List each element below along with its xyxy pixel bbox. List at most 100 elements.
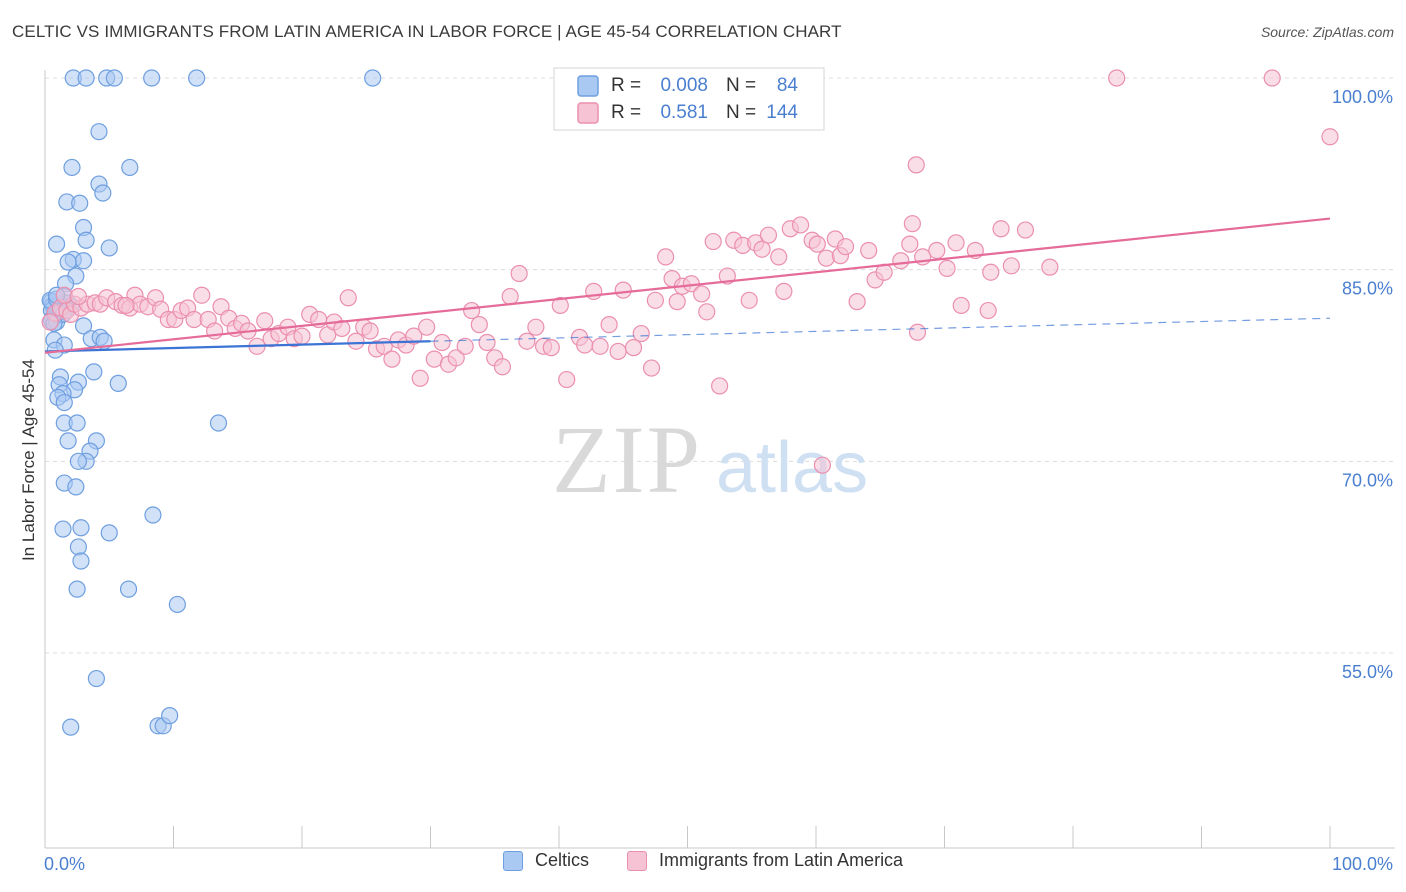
data-point-celtics (121, 158, 139, 177)
data-point-latin-america (591, 337, 609, 355)
data-point-latin-america (1321, 128, 1339, 146)
data-point-celtics (209, 414, 228, 432)
data-point-latin-america (711, 377, 729, 395)
data-point-celtics (364, 69, 382, 87)
data-point-latin-america (501, 287, 519, 306)
data-point-latin-america (693, 285, 711, 303)
data-point-latin-america (55, 286, 73, 304)
data-point-celtics (72, 552, 90, 570)
data-point-latin-america (347, 332, 365, 350)
y-tick-label: 100.0% (1332, 87, 1393, 107)
legend-frame (553, 67, 825, 131)
bottom-legend: Celtics Immigrants from Latin America (0, 850, 1406, 880)
data-point-latin-america (447, 349, 465, 367)
data-point-celtics (85, 363, 103, 381)
data-point-latin-america (848, 293, 866, 311)
data-point-latin-america (740, 291, 758, 309)
data-point-latin-america (542, 339, 560, 357)
data-point-latin-america (657, 248, 675, 266)
chart-source: Source: ZipAtlas.com (1260, 24, 1394, 40)
legend-swatch-latin-america (627, 850, 647, 871)
data-point-latin-america (704, 232, 722, 251)
data-point-celtics (100, 239, 118, 257)
data-point-latin-america (256, 312, 274, 330)
data-point-latin-america (1263, 69, 1281, 87)
legend-swatch (577, 102, 599, 124)
data-point-celtics (94, 184, 112, 202)
data-point-latin-america (1016, 221, 1035, 239)
data-point-celtics (72, 519, 90, 537)
data-point-celtics (62, 718, 80, 736)
data-point-celtics (119, 580, 138, 598)
data-point-latin-america (817, 249, 835, 267)
trend-line-celtics (44, 340, 431, 353)
data-point-latin-america (979, 301, 997, 320)
data-point-latin-america (982, 263, 1000, 281)
data-point-latin-america (418, 318, 436, 336)
legend-swatch (577, 75, 599, 97)
data-point-celtics (69, 452, 88, 470)
data-point-latin-america (791, 216, 810, 234)
chart-title: CELTIC VS IMMIGRANTS FROM LATIN AMERICA … (12, 22, 842, 41)
data-point-celtics (77, 69, 95, 87)
data-point-celtics (68, 580, 86, 598)
data-point-latin-america (632, 324, 650, 343)
trend-line-latin-america (44, 217, 1331, 354)
data-point-latin-america (609, 342, 627, 361)
data-point-celtics (144, 506, 162, 524)
data-point-latin-america (836, 238, 855, 256)
data-point-latin-america (668, 293, 686, 311)
data-point-celtics (105, 69, 123, 87)
data-point-celtics (188, 69, 206, 87)
data-point-latin-america (433, 333, 451, 352)
data-point-latin-america (642, 359, 661, 377)
grid-lines (45, 77, 1395, 654)
data-point-latin-america (753, 240, 771, 258)
data-point-latin-america (1002, 257, 1020, 275)
data-point-latin-america (411, 369, 429, 387)
data-point-latin-america (117, 296, 135, 315)
legend-r-label: R = (611, 75, 641, 96)
data-point-latin-america (813, 456, 832, 474)
legend-n-label: N = (726, 75, 756, 96)
legend-swatch-celtics (503, 850, 523, 871)
legend-item-latin-america: Immigrants from Latin America (627, 850, 903, 871)
data-point-latin-america (952, 296, 970, 315)
data-point-latin-america (558, 370, 576, 389)
data-point-latin-america (510, 264, 528, 283)
trend-lines (44, 217, 1331, 354)
data-point-latin-america (892, 252, 910, 270)
data-point-celtics (74, 317, 93, 335)
data-point-latin-america (614, 281, 632, 299)
data-point-celtics (69, 538, 88, 556)
data-point-latin-america (339, 289, 357, 307)
data-point-latin-america (69, 287, 88, 306)
data-point-latin-america (646, 291, 664, 309)
data-point-latin-america (759, 226, 778, 244)
watermark: ZIP atlas (552, 406, 868, 513)
legend-n-label: N = (726, 102, 756, 123)
data-point-latin-america (527, 318, 545, 336)
data-point-latin-america (860, 241, 878, 260)
data-point-latin-america (770, 248, 788, 266)
data-point-latin-america (698, 303, 716, 321)
data-point-latin-america (947, 234, 965, 252)
data-point-latin-america (938, 259, 956, 277)
data-point-celtics (109, 374, 127, 392)
data-point-latin-america (478, 333, 496, 352)
data-point-celtics (74, 252, 93, 270)
legend-label-celtics: Celtics (535, 850, 590, 870)
watermark-zip: ZIP (552, 406, 702, 513)
data-point-celtics (100, 524, 118, 542)
data-point-latin-america (901, 235, 919, 253)
data-point-celtics (47, 235, 66, 253)
watermark-atlas: atlas (716, 428, 868, 508)
legend-r-value: 0.008 (660, 75, 708, 96)
data-point-celtics (54, 520, 72, 538)
legend-r-label: R = (611, 102, 641, 123)
tick-labels: 100.0% 85.0% 70.0% 55.0% 0.0% 100.0% (44, 87, 1393, 874)
legend-n-value: 84 (777, 75, 799, 96)
data-point-latin-america (576, 336, 594, 354)
data-point-latin-america (907, 156, 925, 174)
